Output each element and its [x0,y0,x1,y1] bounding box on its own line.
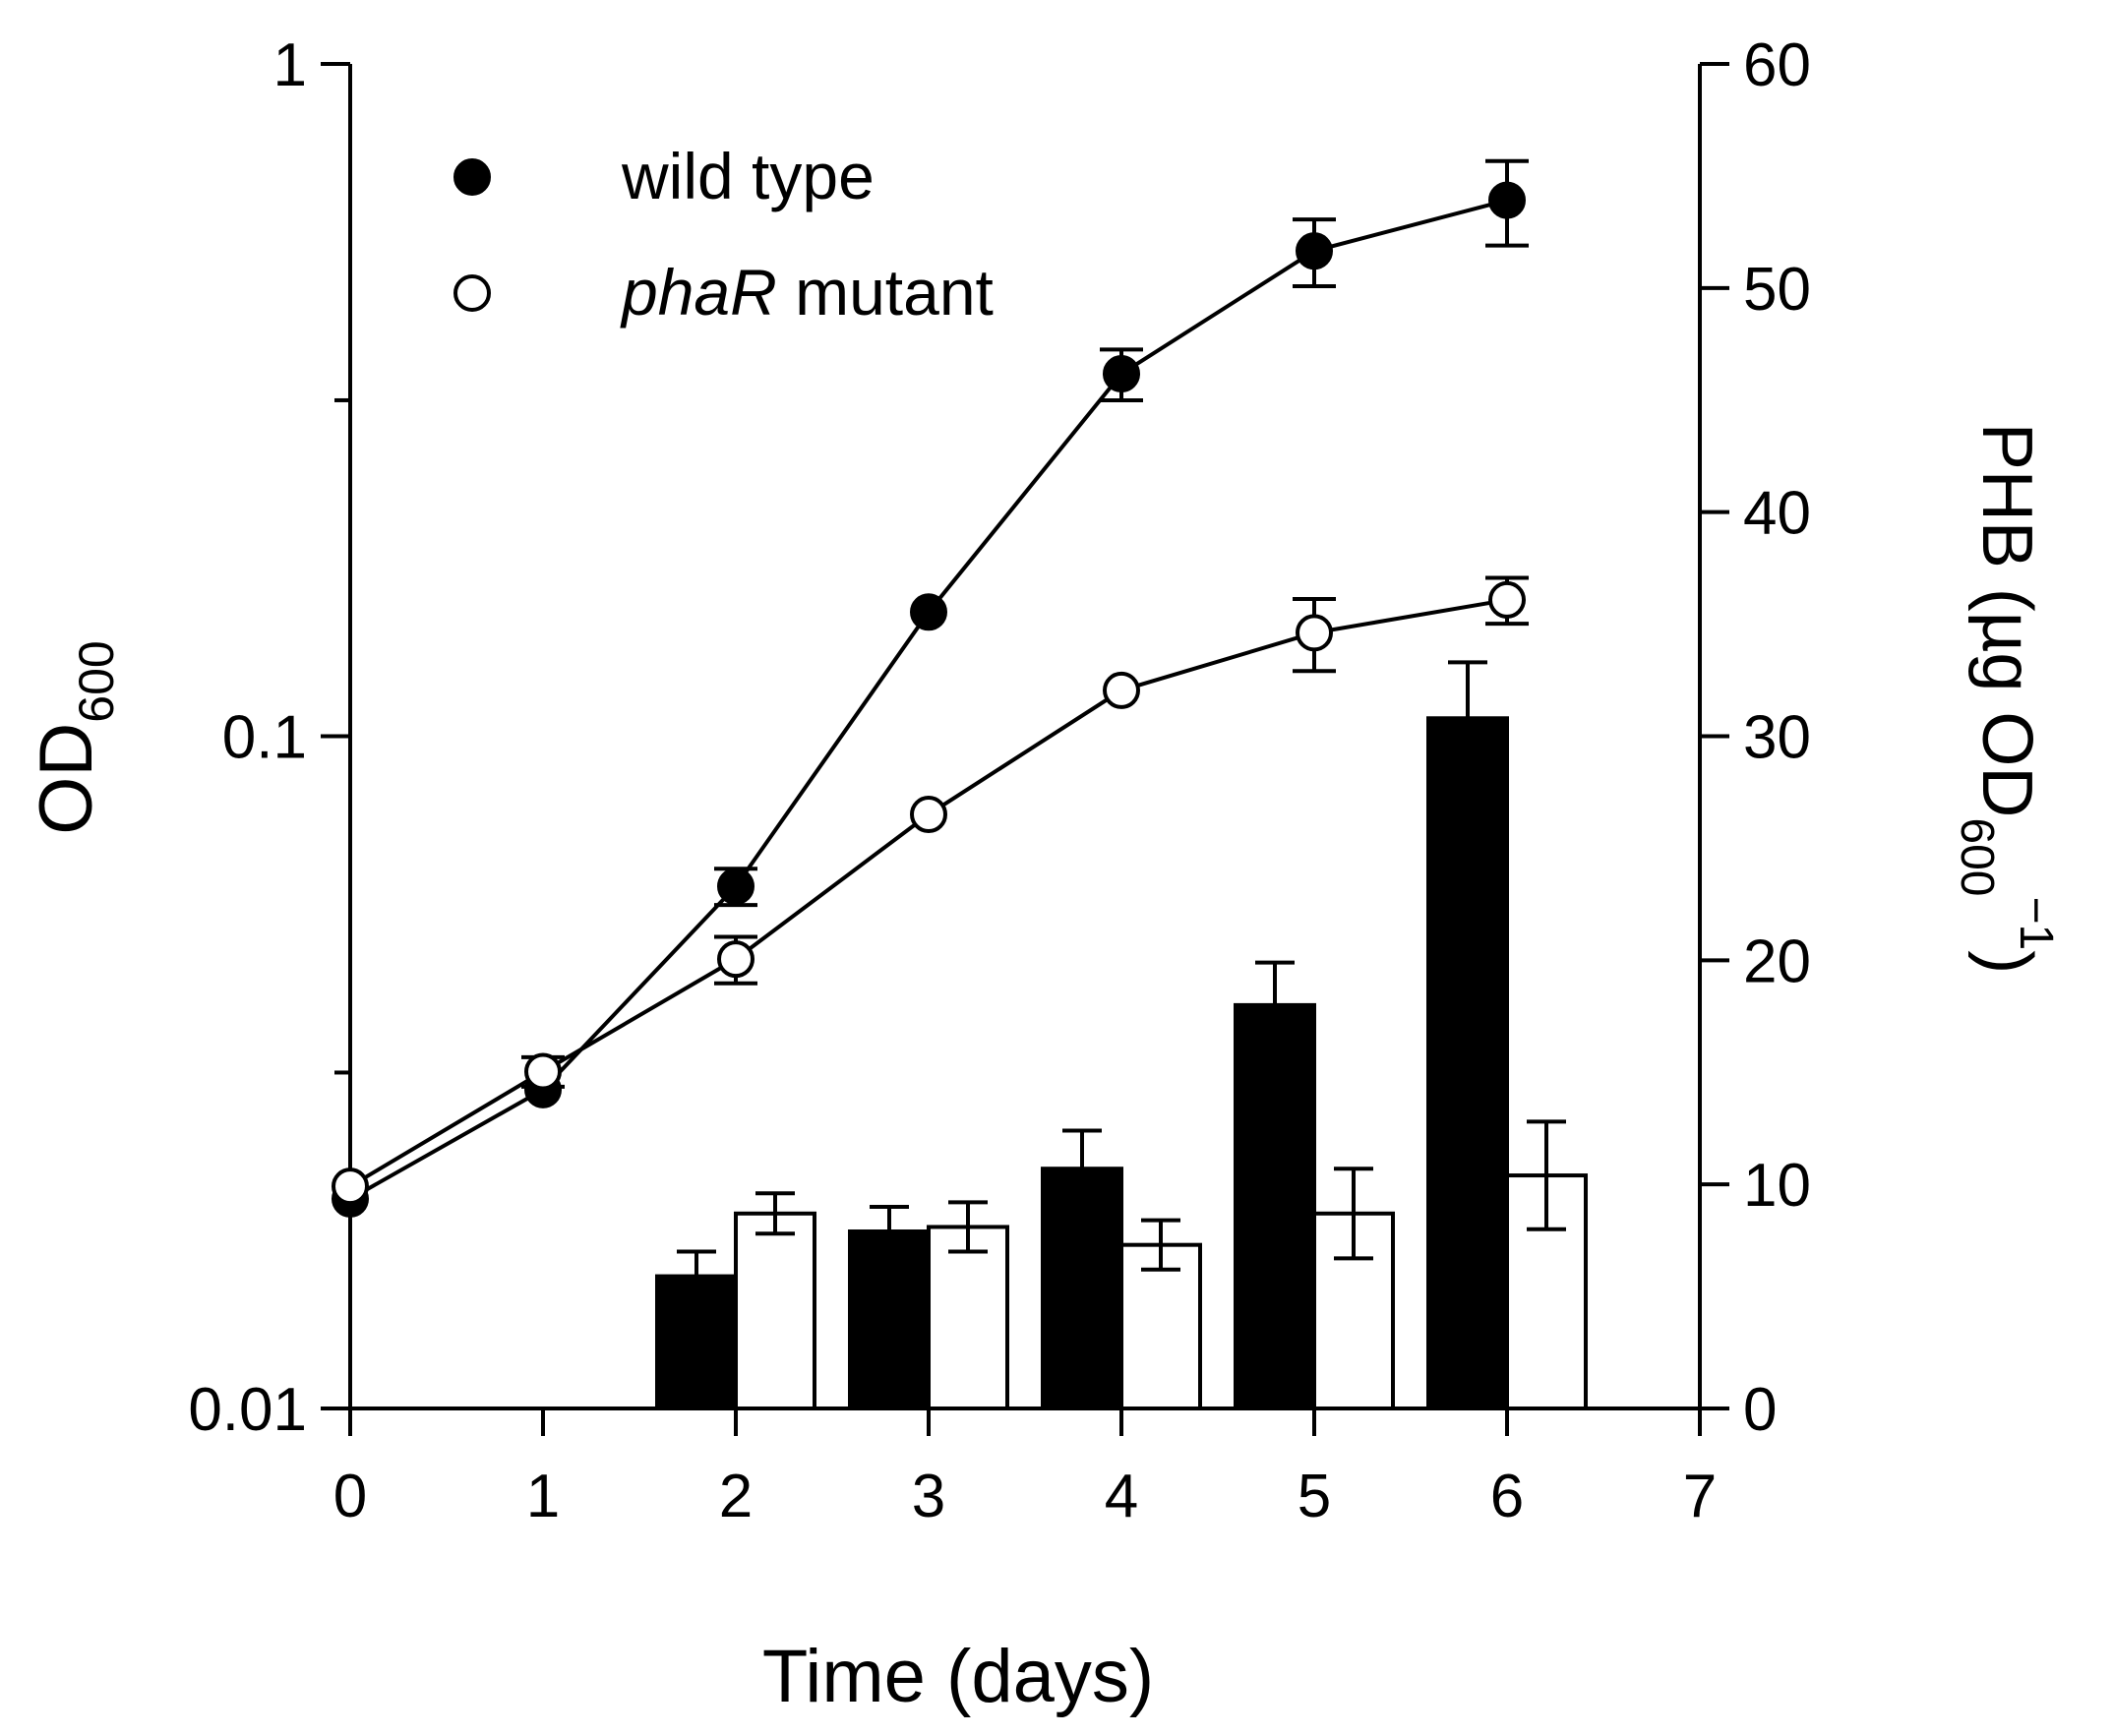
point-wild-type [1103,355,1140,393]
y-right-tick-label: 40 [1743,480,1811,548]
y-right-tick-label: 30 [1743,704,1811,772]
bar-wild-type [655,1274,738,1411]
legend-label-phar-mutant: phaR mutant [620,256,994,329]
point-phar-mutant [332,1167,369,1206]
legend-marker-phar-mutant [453,274,491,312]
x-tick-label: 6 [1490,1463,1524,1530]
bar-phar-mutant [734,1211,816,1411]
y-right-tick-label: 60 [1743,31,1811,99]
point-phar-mutant [1488,580,1526,619]
point-wild-type [1488,181,1526,219]
y-right-tick-label: 0 [1743,1376,1777,1444]
line-series [332,158,1529,1218]
point-phar-mutant [717,940,755,979]
y-right-tick-label: 10 [1743,1152,1811,1220]
y-right-axis-title: PHB (µg OD600−1) [1951,423,2062,974]
x-tick-label: 1 [526,1463,560,1530]
point-phar-mutant [524,1052,562,1091]
point-phar-mutant [1103,671,1140,709]
bar-wild-type [1426,716,1509,1410]
point-phar-mutant [1296,614,1333,652]
y-right-tick-label: 20 [1743,928,1811,995]
x-tick-label: 5 [1298,1463,1331,1530]
x-axis-title: Time (days) [762,1635,1154,1718]
bars [655,660,1588,1411]
line-wild-type [349,198,1508,1201]
x-tick-label: 2 [719,1463,753,1530]
bar-wild-type [1041,1167,1123,1411]
point-wild-type [1296,232,1333,270]
y-left-tick-label: 1 [273,31,307,99]
y-right-tick-label: 50 [1743,256,1811,324]
x-tick-label: 0 [333,1463,367,1530]
x-tick-label: 4 [1105,1463,1138,1530]
y-left-tick-label: 0.01 [188,1376,307,1444]
bar-phar-mutant [1119,1242,1202,1410]
legend-label-wild-type: wild type [621,140,875,212]
legend-marker-wild-type [453,158,491,196]
x-tick-label: 3 [912,1463,945,1530]
bar-wild-type [1234,1002,1316,1411]
x-tick-label: 7 [1683,1463,1717,1530]
point-wild-type [717,868,755,906]
bar-wild-type [848,1229,931,1411]
point-phar-mutant [910,796,947,834]
legend: wild type phaR mutant [453,140,994,329]
y-left-axis-title: OD600 [25,640,124,834]
point-wild-type [910,593,947,631]
y-left-tick-label: 0.1 [222,704,307,772]
bar-phar-mutant [927,1225,1009,1410]
